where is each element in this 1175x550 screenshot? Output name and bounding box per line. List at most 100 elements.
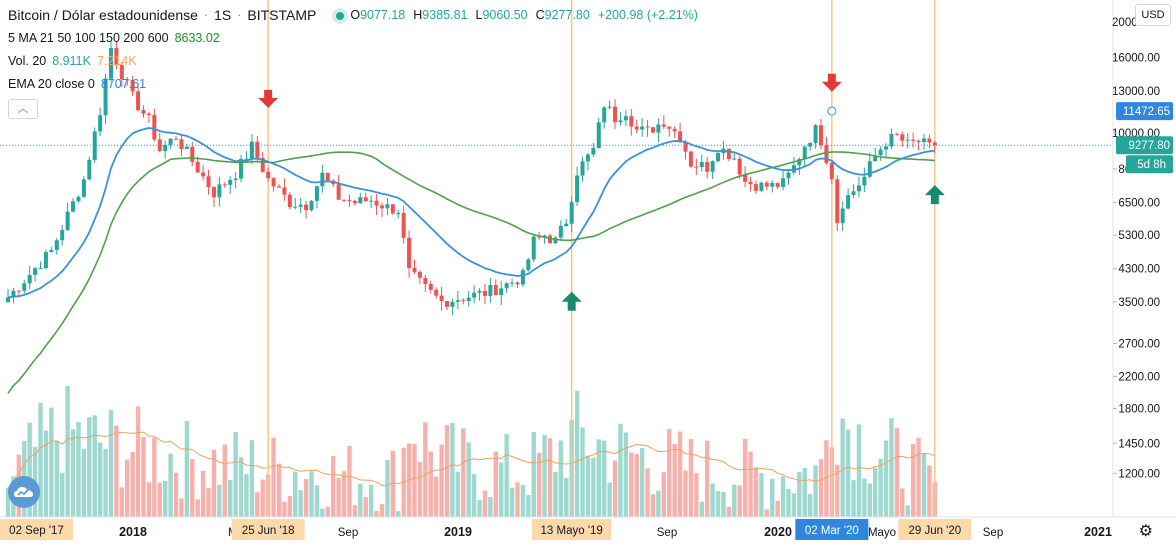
collapse-legend-button[interactable]: ︿	[8, 99, 38, 119]
candle-body	[716, 153, 721, 162]
volume-bar	[439, 444, 444, 517]
candle-body	[201, 172, 206, 177]
volume-bar	[596, 439, 601, 517]
volume-bar	[921, 453, 927, 517]
candle-body	[634, 126, 639, 130]
volume-bar	[38, 402, 43, 517]
volume-bar	[125, 459, 130, 517]
interval[interactable]: 1S	[214, 7, 232, 23]
volume-bar	[195, 499, 200, 517]
y-tick-label: 1450.00	[1118, 438, 1160, 450]
volume-bar	[797, 471, 802, 517]
open-value: 9077.18	[360, 8, 406, 22]
candle-body	[856, 185, 861, 192]
candle-body	[114, 48, 119, 65]
volume-bar	[493, 451, 498, 517]
volume-bar	[715, 491, 721, 517]
volume-bar	[211, 449, 217, 517]
y-axis-tags: 11472.65 9277.80 5d 8h	[1116, 102, 1173, 174]
x-tick-label: Mayo	[868, 527, 896, 539]
candle-body	[569, 202, 574, 224]
volume-bar	[87, 417, 92, 517]
candle-body	[748, 181, 753, 185]
volume-bar	[276, 463, 282, 517]
candle-body	[770, 182, 775, 187]
candle-body	[369, 200, 374, 202]
candle-body	[515, 282, 520, 285]
x-highlight-label: 13 Mayo '19	[541, 525, 603, 537]
symbol-row[interactable]: Bitcoin / Dólar estadounidense · 1S · BI…	[8, 4, 706, 27]
candle-body	[76, 196, 81, 202]
candle-body	[531, 236, 536, 260]
x-highlight-label: 29 Jun '20	[908, 525, 961, 537]
candle-body	[233, 178, 238, 180]
candle-body	[71, 201, 76, 212]
volume-bar	[862, 478, 867, 517]
volume-bar	[287, 495, 293, 517]
volume-bar	[851, 480, 856, 517]
candle-body	[16, 290, 21, 292]
candle-body	[672, 128, 677, 132]
candle-body	[49, 249, 54, 253]
volume-bar	[677, 431, 683, 517]
countdown-bg	[1126, 155, 1173, 174]
candle-body	[374, 200, 379, 206]
volume-bar	[417, 462, 423, 517]
volume-bar	[244, 474, 249, 517]
candle-body	[884, 146, 889, 150]
indicator-ma[interactable]: 5 MA 21 50 100 150 200 600 8633.02	[8, 27, 706, 50]
x-highlight-bg	[795, 519, 869, 540]
candle-body	[65, 211, 70, 230]
indicator-ema[interactable]: EMA 20 close 0 8707.61	[8, 73, 706, 96]
candle-body	[239, 158, 244, 179]
volume-bar	[813, 465, 818, 517]
indicator-volume[interactable]: Vol. 20 8.911K 7.214K	[8, 50, 706, 73]
volume-bar	[721, 491, 726, 517]
candle-body	[146, 113, 151, 116]
candle-body	[407, 237, 412, 268]
candle-body	[759, 182, 764, 191]
candle-body	[455, 300, 460, 302]
x-highlight-bg	[0, 519, 73, 540]
volume-bar	[255, 492, 260, 517]
volume-bar	[818, 459, 824, 517]
candle-body	[477, 290, 482, 293]
y-tick-label: 2200.00	[1118, 371, 1160, 383]
gear-icon[interactable]: ⚙	[1138, 523, 1153, 540]
candle-body	[482, 290, 487, 296]
volume-bar	[553, 471, 558, 517]
volume-bar	[835, 464, 840, 517]
tradingview-logo[interactable]	[8, 476, 40, 508]
symbol-name[interactable]: Bitcoin / Dólar estadounidense	[8, 7, 198, 23]
y-tick-label: 16000.00	[1112, 53, 1160, 65]
volume-bar	[271, 437, 276, 517]
volume-bar	[92, 415, 97, 517]
candle-body	[352, 200, 357, 204]
volume-bar	[146, 482, 152, 517]
ema-line	[7, 126, 935, 299]
candle-body	[98, 115, 103, 132]
volume-bar	[352, 505, 358, 517]
candle-body	[428, 284, 433, 290]
volume-bar	[412, 444, 417, 517]
volume-bar	[141, 436, 146, 517]
currency-button[interactable]: USD	[1135, 4, 1171, 26]
candle-body	[705, 162, 710, 172]
volume-bar	[699, 501, 704, 517]
candle-body	[92, 131, 97, 160]
moving-average-lines	[7, 126, 935, 394]
volume-bar	[634, 453, 639, 517]
volume-bar	[672, 443, 677, 517]
volume-bar	[130, 451, 135, 517]
volume-bar	[298, 490, 303, 517]
candle-body	[710, 161, 715, 172]
volume-bar	[157, 482, 162, 517]
alert-marker	[827, 106, 837, 116]
volume-bar	[900, 488, 905, 517]
candle-body	[282, 187, 287, 195]
volume-bar	[688, 438, 694, 517]
volume-bar	[314, 485, 320, 517]
candle-body	[217, 184, 222, 198]
candle-body	[911, 139, 916, 141]
